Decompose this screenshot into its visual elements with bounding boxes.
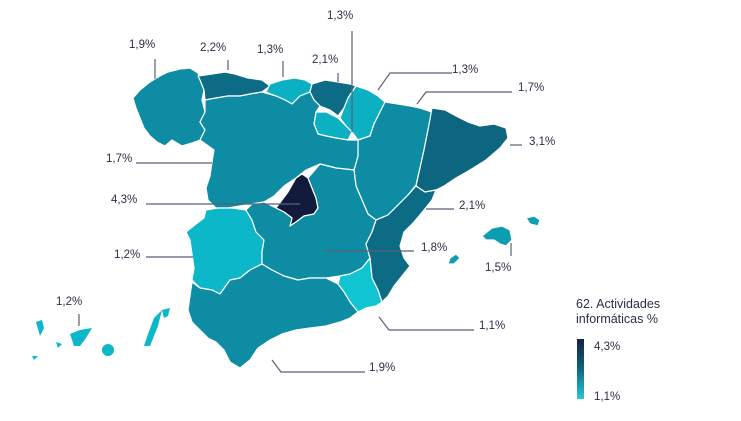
- label-la-rioja: 1,3%: [327, 10, 354, 22]
- leader-murcia: [378, 316, 474, 331]
- region-baleares-mallorca: [481, 225, 513, 247]
- leader-aragon: [416, 91, 512, 105]
- legend-title-line2: informáticas %: [576, 312, 658, 326]
- leader-andalucia: [271, 359, 365, 373]
- leader-navarra: [377, 72, 452, 91]
- region-canarias: [32, 308, 170, 360]
- label-aragon: 1,7%: [518, 82, 545, 94]
- region-cataluna: [415, 107, 509, 193]
- legend-max-label: 4,3%: [594, 341, 621, 353]
- label-madrid: 4,3%: [111, 194, 138, 206]
- label-andalucia: 1,9%: [369, 362, 396, 374]
- label-asturias: 2,2%: [200, 42, 227, 54]
- region-baleares-ibiza: [447, 253, 461, 265]
- region-baleares-menorca: [525, 215, 541, 227]
- label-navarra: 1,3%: [452, 64, 479, 76]
- legend-title: 62. Actividades informáticas %: [576, 297, 660, 327]
- label-extremadura: 1,2%: [114, 249, 141, 261]
- region-andalucia: [187, 263, 359, 369]
- region-valencia: [365, 185, 437, 303]
- legend-min-label: 1,1%: [594, 391, 621, 403]
- legend-gradient-bar: [577, 339, 584, 399]
- label-cataluna: 3,1%: [529, 136, 556, 148]
- label-pais-vasco: 2,1%: [312, 54, 339, 66]
- label-castilla-mancha: 1,8%: [421, 242, 448, 254]
- legend-title-line1: 62. Actividades: [576, 297, 661, 311]
- label-murcia: 1,1%: [479, 320, 506, 332]
- label-galicia: 1,9%: [129, 39, 156, 51]
- label-canarias: 1,2%: [56, 296, 83, 308]
- label-baleares: 1,5%: [485, 262, 512, 274]
- region-galicia: [132, 67, 206, 147]
- label-cantabria: 1,3%: [257, 44, 284, 56]
- label-castilla-leon: 1,7%: [106, 153, 133, 165]
- label-valencia: 2,1%: [459, 200, 486, 212]
